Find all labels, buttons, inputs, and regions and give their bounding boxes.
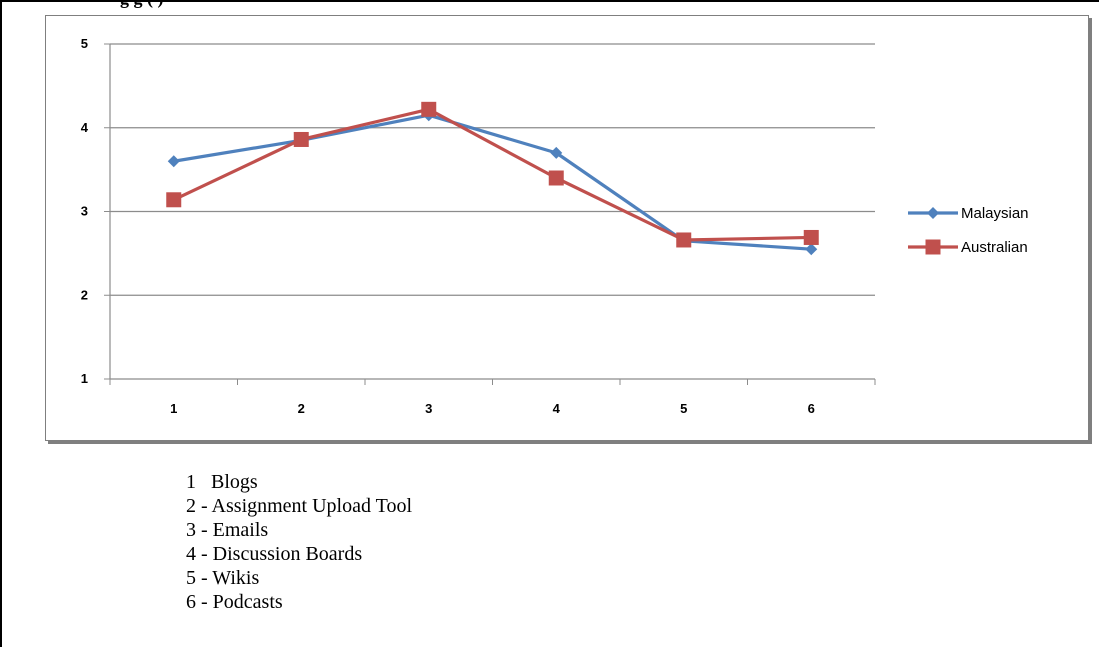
chart-frame [45, 15, 1089, 441]
y-tick-label: 3 [81, 204, 88, 219]
series-line-malaysian [173, 113, 812, 251]
key-item: 4 - Discussion Boards [186, 543, 363, 565]
data-point-malaysian [167, 155, 180, 168]
key-item: 2 - Assignment Upload Tool [186, 495, 413, 517]
key-item: 3 - Emails [186, 519, 269, 541]
key-item: 6 - Podcasts [186, 591, 283, 613]
y-tick-label: 1 [81, 371, 88, 386]
y-tick-label: 4 [81, 120, 89, 135]
data-point-malaysian [550, 146, 563, 159]
cropped-caption: g g ( ) [120, 0, 164, 9]
x-tick-label: 2 [298, 401, 305, 416]
data-point-malaysian [805, 243, 818, 256]
x-tick-label: 5 [680, 401, 687, 416]
x-tick-label: 4 [553, 401, 561, 416]
key-item: 5 - Wikis [186, 567, 260, 589]
y-tick-label: 5 [81, 36, 88, 51]
x-tick-label: 3 [425, 401, 432, 416]
key-item: 1 Blogs [186, 471, 258, 493]
category-key-list: 1 Blogs 2 - Assignment Upload Tool 3 - Ema… [186, 470, 412, 614]
y-tick-label: 2 [81, 287, 88, 302]
legend-label-australian: Australian [961, 239, 1028, 256]
legend-marker-malaysian [927, 207, 939, 219]
data-point-australian [548, 170, 564, 186]
legend-marker-australian [925, 239, 941, 255]
data-point-australian [421, 101, 437, 117]
x-tick-label: 6 [808, 401, 815, 416]
legend-label-malaysian: Malaysian [961, 205, 1029, 222]
data-point-australian [166, 192, 182, 208]
series-line-australian [173, 107, 812, 242]
x-tick-label: 1 [170, 401, 177, 416]
data-point-australian [293, 131, 309, 147]
top-rule [0, 0, 1099, 2]
data-point-australian [803, 229, 819, 245]
data-point-australian [676, 232, 692, 248]
